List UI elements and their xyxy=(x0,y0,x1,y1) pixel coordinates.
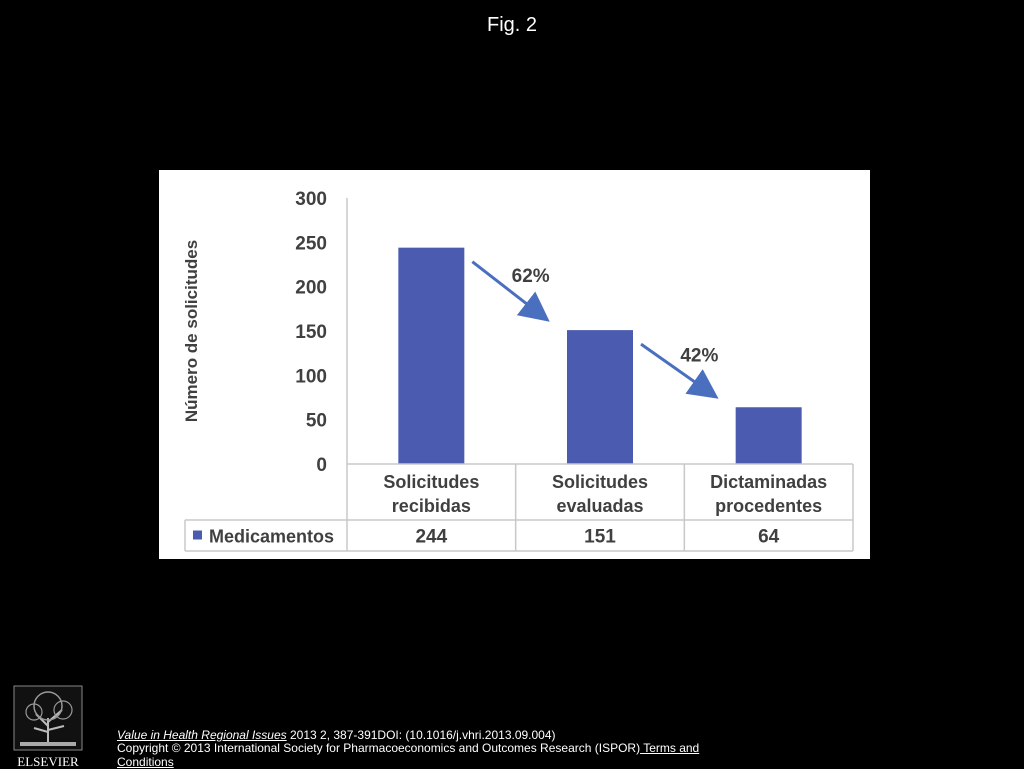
trend-arrow xyxy=(471,260,550,322)
y-tick-label: 250 xyxy=(295,233,327,254)
y-axis-label: Número de solicitudes xyxy=(182,240,201,422)
legend-swatch xyxy=(193,530,202,540)
data-value-label: 151 xyxy=(584,527,616,548)
elsevier-logo: ELSEVIER xyxy=(13,685,83,768)
data-value-label: 64 xyxy=(758,527,780,548)
publisher-wordmark: ELSEVIER xyxy=(17,754,79,768)
percent-label: 42% xyxy=(680,346,718,367)
figure-title: Fig. 2 xyxy=(486,14,538,36)
y-tick-label: 200 xyxy=(295,278,327,299)
journal-link[interactable]: Value in Health Regional Issues xyxy=(117,728,287,742)
y-tick-label: 150 xyxy=(295,322,327,343)
y-tick-label: 0 xyxy=(316,455,327,476)
legend-series-name: Medicamentos xyxy=(209,527,334,547)
citation-details: 2013 2, 387-391DOI: (10.1016/j.vhri.2013… xyxy=(286,728,556,742)
category-label: Solicitudes evaluadas xyxy=(552,472,648,516)
trend-arrow xyxy=(640,342,719,399)
data-value-label: 244 xyxy=(415,527,447,548)
bar xyxy=(398,247,465,464)
terms-link[interactable]: Terms and Conditions xyxy=(117,741,700,769)
bar xyxy=(567,330,633,464)
copyright-text: Copyright © 2013 International Society f… xyxy=(117,741,641,755)
y-tick-label: 100 xyxy=(295,366,327,387)
y-tick-label: 50 xyxy=(306,411,327,432)
copyright: Copyright © 2013 International Society f… xyxy=(117,741,737,769)
citation: Value in Health Regional Issues 2013 2, … xyxy=(117,728,556,742)
category-label: Dictaminadas procedentes xyxy=(710,472,827,516)
y-tick-label: 300 xyxy=(295,189,327,210)
bar xyxy=(735,407,802,464)
category-label: Solicitudes recibidas xyxy=(383,472,479,516)
percent-label: 62% xyxy=(512,266,550,287)
footer: ELSEVIER Value in Health Regional Issues… xyxy=(0,676,1024,769)
chart-panel: 0 50 100 150 200 250 300 Número de solicitudes … xyxy=(159,170,870,559)
